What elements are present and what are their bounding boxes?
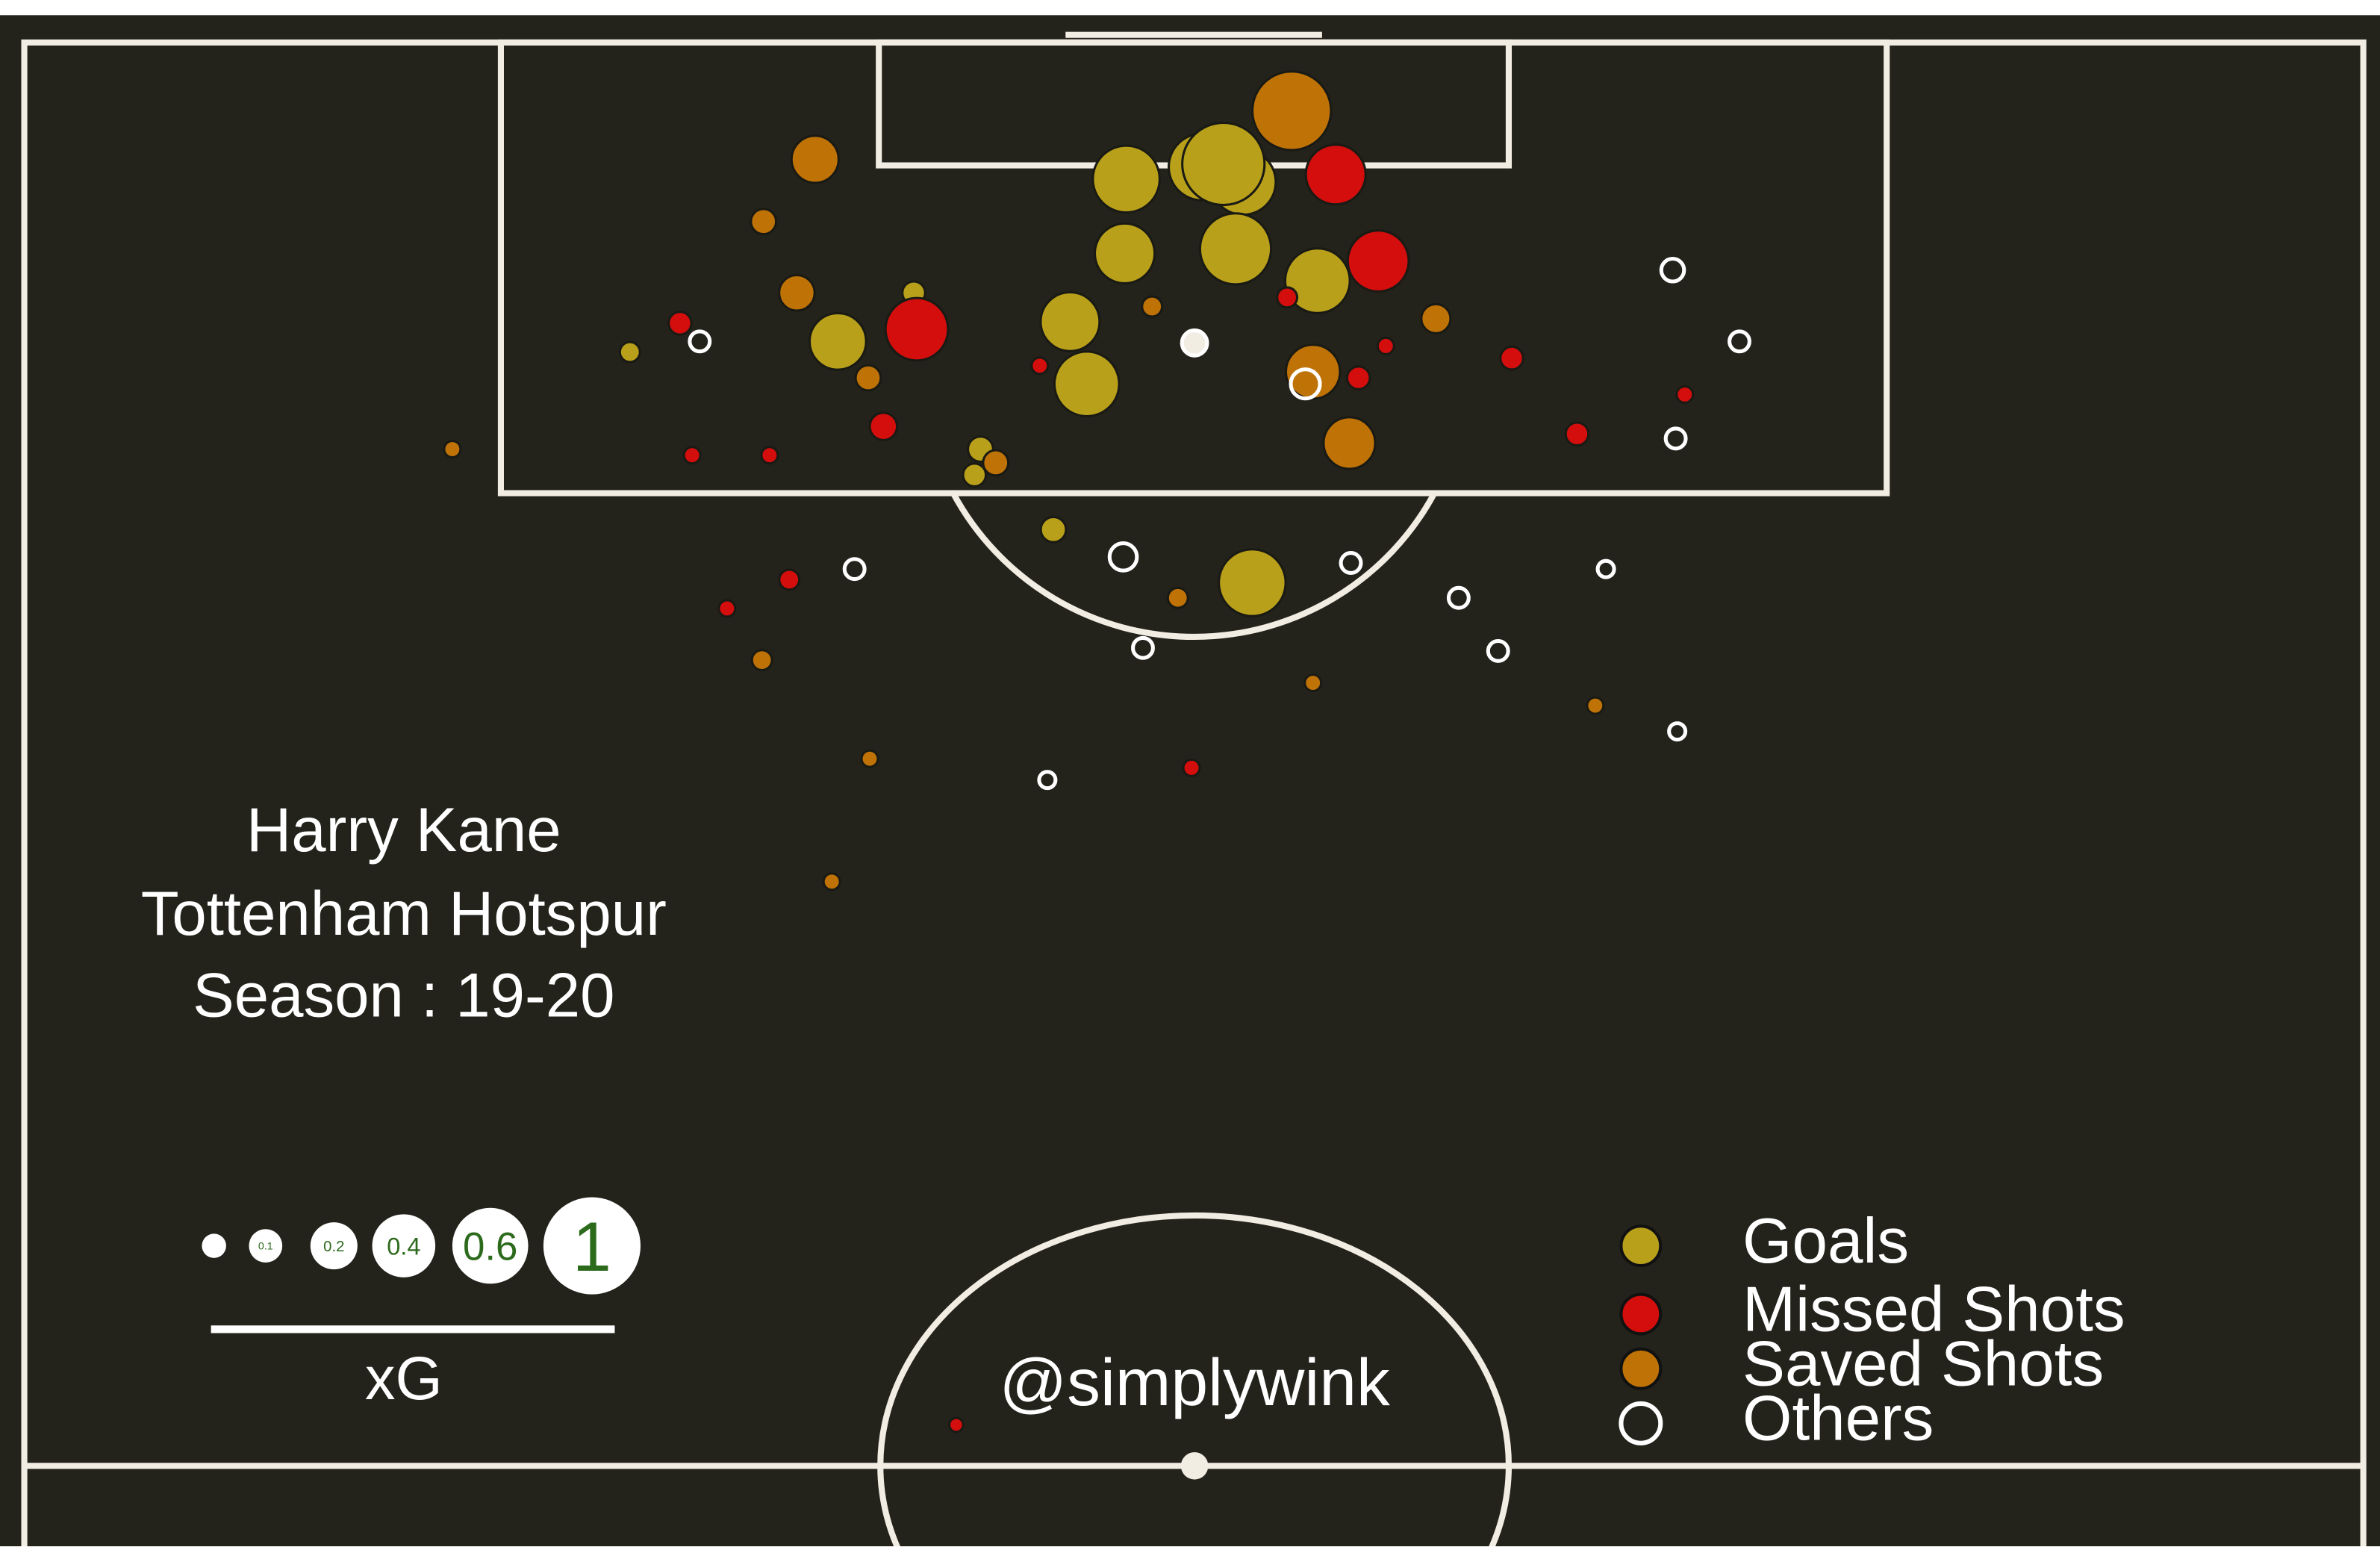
shot-point-saved-25 [982,449,1010,477]
shot-point-saved-18 [750,208,778,236]
shot-point-goal-9 [808,311,867,371]
shot-point-other-62 [1131,635,1155,660]
size-legend-circle-4 [452,1207,529,1284]
shot-point-missed-37 [1276,286,1299,309]
player-name: Harry Kane [246,795,561,865]
size-legend-label-5: 1 [573,1207,611,1286]
shot-point-goal-8 [1053,350,1121,418]
size-legend-circle-1 [249,1229,283,1263]
size-legend-circle-0 [202,1233,226,1258]
size-legend-label-2: 0.2 [323,1239,344,1255]
shot-point-missed-39 [1345,365,1371,390]
shot-point-saved-29 [1303,673,1323,693]
legend-marker-missed [1619,1292,1663,1336]
shot-point-missed-49 [1182,758,1201,777]
shot-point-saved-17 [1251,70,1333,152]
shot-point-missed-36 [667,311,693,336]
shot-point-other-63 [1486,638,1510,663]
legend-label-other: Others [1742,1384,1934,1454]
legend-label-saved: Saved Shots [1742,1329,2104,1400]
shot-point-saved-27 [1166,586,1189,609]
shot-point-other-64 [1667,721,1688,742]
shot-point-saved-22 [1420,302,1452,334]
shot-point-missed-47 [778,568,801,591]
shot-point-missed-45 [760,446,779,465]
shot-point-other-51 [1180,328,1209,358]
shot-point-goal-11 [618,340,641,364]
legend-marker-saved [1619,1347,1663,1390]
legend-marker-other [1619,1401,1663,1445]
shot-point-saved-31 [860,749,879,768]
shot-point-saved-28 [750,649,773,672]
shot-point-missed-34 [1346,229,1410,293]
size-legend-circle-5 [543,1197,641,1295]
shot-point-other-60 [1595,558,1616,579]
penalty-arc [950,491,1437,641]
shot-point-missed-33 [1304,143,1367,206]
shot-point-goal-3 [1091,144,1161,214]
shot-point-goal-7 [1039,290,1101,352]
shot-point-missed-50 [948,1416,965,1434]
shot-point-goal-2 [1181,121,1266,207]
shot-point-saved-30 [1586,696,1605,715]
shot-point-saved-20 [1141,295,1164,318]
shot-point-saved-21 [854,364,882,392]
legend-marker-goal [1619,1224,1663,1268]
shot-point-saved-16 [790,134,840,184]
shot-point-missed-46 [1564,421,1590,447]
shot-point-other-52 [688,329,712,354]
shot-point-saved-32 [822,872,841,891]
shot-point-goal-5 [1198,212,1273,286]
shot-point-other-65 [1037,770,1058,791]
shot-point-missed-40 [1030,356,1050,376]
shot-point-goal-14 [1039,515,1068,544]
xg-size-legend: 0.1 0.2 0.4 0.6 1 [202,1197,641,1295]
shot-point-other-56 [1663,426,1688,451]
team-name: Tottenham Hotspur [141,879,667,948]
shot-point-goal-4 [1093,222,1156,284]
shot-point-other-54 [1659,256,1686,284]
shot-point-missed-35 [884,296,950,362]
size-legend-title: xG [365,1345,443,1413]
shot-point-other-58 [842,557,867,582]
watermark: @simplywink [999,1345,1390,1419]
shot-point-goal-15 [1218,548,1287,617]
shot-point-missed-42 [1675,385,1695,404]
size-legend-circle-2 [310,1222,358,1270]
legend-label-goal: Goals [1742,1206,1909,1277]
shot-point-missed-43 [868,411,899,441]
shot-point-saved-26 [443,440,462,459]
size-legend-label-3: 0.4 [387,1233,420,1260]
centre-circle [877,1212,1512,1550]
shot-point-missed-48 [717,599,737,618]
shot-point-other-57 [1107,541,1139,573]
shot-point-saved-19 [778,273,816,312]
season-label: Season : 19-20 [193,961,614,1030]
shot-point-saved-24 [1322,416,1377,470]
shot-point-other-61 [1446,585,1471,610]
centre-spot [1180,1451,1209,1480]
pitch-surface [0,15,2380,1547]
shot-point-other-55 [1728,329,1751,354]
legend-label-missed: Missed Shots [1742,1274,2125,1345]
shot-point-goal-13 [962,462,988,488]
shots-layer [443,70,1751,1434]
size-legend-label-1: 0.1 [258,1241,273,1253]
shot-point-other-53 [1289,367,1322,401]
size-legend-circle-3 [372,1214,436,1277]
shot-point-missed-41 [1499,345,1524,371]
shot-point-other-59 [1339,551,1363,575]
shot-point-goal-6 [1283,247,1351,314]
shot-point-missed-38 [1376,336,1395,355]
size-legend-label-4: 0.6 [463,1225,517,1269]
shot-point-missed-44 [682,446,702,465]
